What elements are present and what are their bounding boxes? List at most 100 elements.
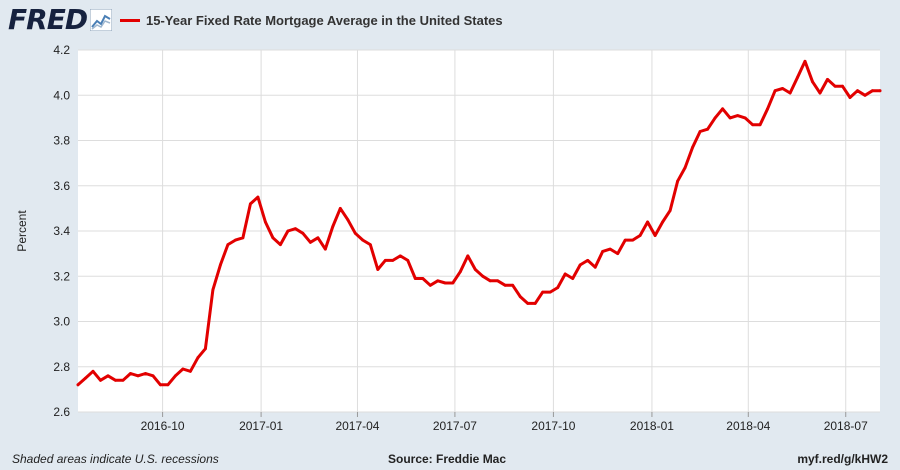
data-point [713,116,717,120]
data-point [91,369,95,373]
short-url[interactable]: myf.red/g/kHW2 [797,452,888,466]
data-point [766,107,769,111]
x-tick-label: 2017-07 [433,419,477,433]
data-point [661,220,664,224]
y-tick-label: 3.0 [53,315,70,329]
data-point [264,220,267,224]
data-point [323,247,327,251]
data-point [234,238,237,242]
data-point [571,277,575,280]
data-point [653,234,657,237]
data-point [406,259,410,262]
data-point [376,268,380,271]
data-point [413,277,417,280]
series-line[interactable] [76,59,882,387]
data-point [728,116,732,120]
data-point [189,369,192,373]
data-point [601,250,605,253]
data-point [878,89,882,93]
y-tick-label: 4.2 [53,43,70,57]
data-point [279,243,282,247]
data-point [458,270,462,274]
x-tick-label: 2018-04 [726,419,770,433]
data-point [331,225,335,228]
data-point [166,383,170,387]
data-point [451,281,455,285]
data-point [848,96,852,99]
data-point [286,229,290,233]
x-tick-label: 2017-10 [531,419,575,433]
y-tick-label: 4.0 [53,88,70,102]
data-point [196,356,200,360]
data-point [421,277,425,280]
y-tick-label: 2.8 [53,360,70,374]
fred-graph-icon [90,9,112,31]
data-point [106,374,110,378]
data-point [751,123,754,127]
source-label: Source: Freddie Mac [388,452,507,466]
y-tick-label: 3.6 [53,179,70,193]
data-point [129,372,132,375]
data-point [676,179,679,183]
data-point [473,268,477,271]
legend-swatch [120,18,140,22]
data-point [316,236,320,240]
data-point [556,286,560,289]
data-point [398,254,402,258]
data-point [309,240,312,244]
data-point [391,259,395,262]
data-point [518,295,522,298]
data-point [781,87,784,90]
x-tick-label: 2018-07 [824,419,868,433]
legend-series-label[interactable]: 15-Year Fixed Rate Mortgage Average in t… [146,12,503,28]
data-point [338,207,342,210]
data-point [773,89,777,93]
data-point [533,302,537,305]
data-point [698,130,702,133]
data-point [256,195,260,199]
data-point [488,279,492,283]
data-point [811,80,814,84]
data-point [593,265,597,269]
data-point [511,283,515,287]
legend[interactable]: 15-Year Fixed Rate Mortgage Average in t… [120,10,503,30]
data-point [578,263,582,267]
data-point [758,123,762,127]
x-tick-label: 2018-01 [630,419,674,433]
data-point [496,279,500,283]
data-point [706,127,709,131]
data-point [436,279,440,283]
data-point [736,114,739,117]
data-point [683,166,687,169]
x-axis-ticks: 2016-10 2017-01 2017-04 2017-07 2017-10 2018-… [141,412,868,433]
data-point [428,283,432,287]
y-axis-label: Percent [15,210,29,252]
data-point [211,288,215,292]
data-point [856,89,859,93]
y-axis-ticks: 2.6 2.8 3.0 3.2 3.4 3.6 3.8 4.0 4.2 [53,43,70,419]
data-point [443,281,447,285]
data-point [346,218,350,222]
data-point [241,236,245,240]
y-tick-label: 3.4 [53,224,70,238]
data-point [646,220,649,224]
data-point [361,238,365,242]
data-point [503,283,507,287]
data-point [383,259,387,262]
data-point [631,238,635,242]
data-point [638,234,642,237]
data-point [114,378,117,382]
data-point [721,107,724,111]
data-point [181,367,185,371]
data-point [548,290,552,294]
data-point [863,93,867,97]
data-point [353,231,357,235]
data-point [368,243,372,247]
x-tick-label: 2017-04 [335,419,379,433]
data-point [99,378,102,382]
data-point [833,84,837,88]
fred-logo[interactable]: FRED [8,3,88,36]
data-point [668,209,672,213]
data-point [871,89,874,93]
data-point [121,378,125,382]
